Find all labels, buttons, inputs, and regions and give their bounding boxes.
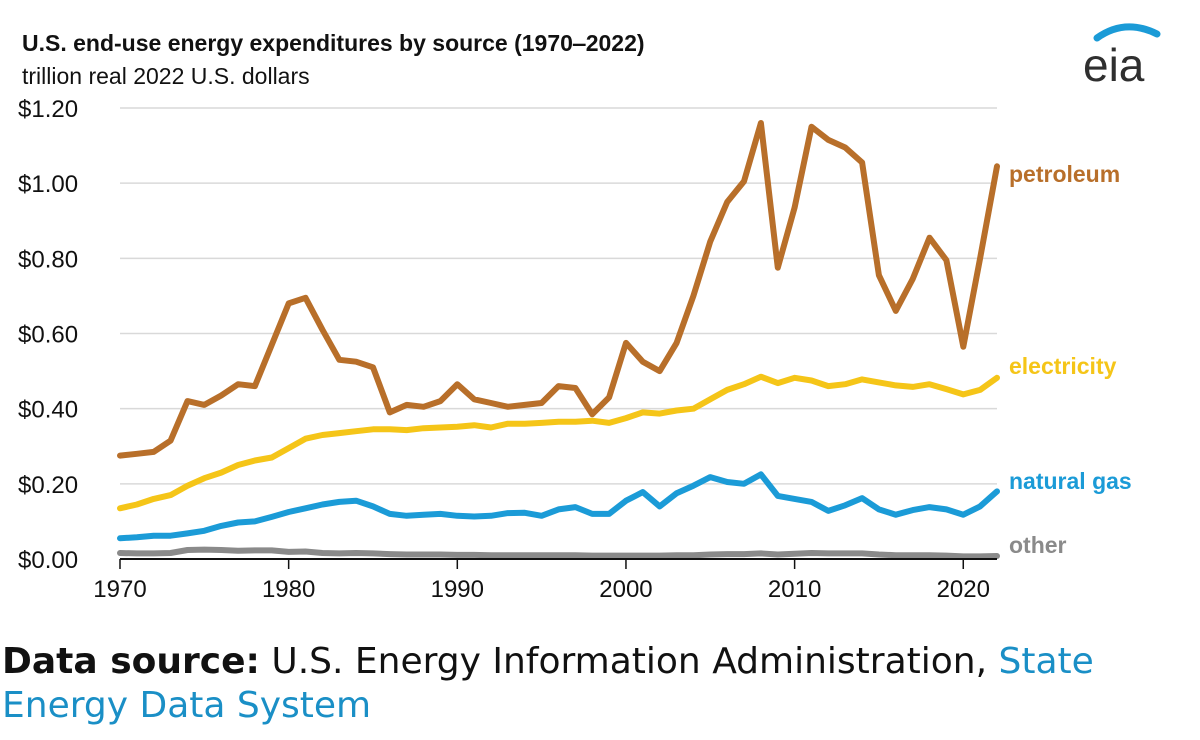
x-tick-label: 2000 [599,576,652,603]
series-label-natural-gas: natural gas [1009,468,1132,494]
series-label-other: other [1009,532,1067,558]
y-tick-label: $1.00 [18,171,78,198]
x-tick-label: 1980 [262,576,315,603]
y-tick-label: $1.20 [18,96,78,123]
y-tick-label: $0.00 [18,547,78,574]
series-label-petroleum: petroleum [1009,161,1120,187]
data-source-link[interactable]: State Energy Data System [2,641,1094,726]
chart-subtitle: trillion real 2022 U.S. dollars [22,63,310,89]
data-source-label: Data source: [2,641,260,682]
data-source-text: U.S. Energy Information Administration, [259,641,999,682]
line-chart: $0.00 $0.20 $0.40 $0.60 $0.80 $1.00 $1.20 1970 1… [18,96,1132,603]
x-tick-label: 1970 [93,576,146,603]
series-line-natural-gas [117,471,1000,542]
data-source-footer: Data source: U.S. Energy Information Adm… [2,640,1182,728]
x-tick-label: 2010 [768,576,821,603]
y-tick-label: $0.40 [18,397,78,424]
eia-logo-arc-icon [1093,23,1161,42]
series-line-other [117,546,1000,560]
eia-logo-text: eia [1083,39,1145,91]
y-tick-label: $0.80 [18,246,78,273]
series-label-electricity: electricity [1009,353,1117,379]
x-tick-label: 1990 [431,576,484,603]
y-tick-label: $0.20 [18,472,78,499]
y-tick-label: $0.60 [18,322,78,349]
x-tick-label: 2020 [937,576,990,603]
eia-logo: eia [1083,23,1161,91]
series-line-petroleum [117,120,1000,459]
series-line-electricity [117,373,1000,512]
chart-title: U.S. end-use energy expenditures by sour… [22,30,645,56]
